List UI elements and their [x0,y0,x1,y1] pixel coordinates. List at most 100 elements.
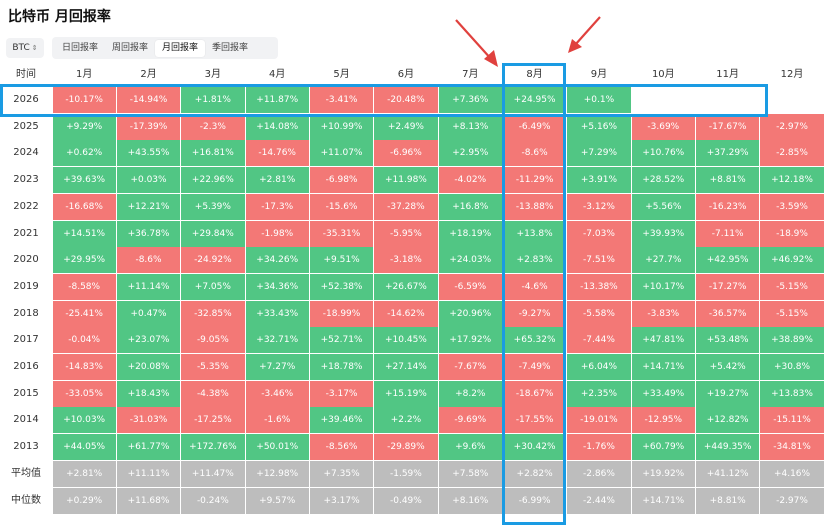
year-label: 2020 [13,254,39,266]
return-cell: +18.19% [438,220,502,247]
return-cell: +7.36% [438,87,502,113]
return-cell: +13.8% [502,220,567,247]
return-cell: +38.89% [760,327,824,354]
return-cell: -9.69% [438,407,502,434]
return-cell: +61.77% [116,434,181,461]
return-cell: +20.96% [438,300,502,327]
year-label: 2023 [13,174,39,186]
return-cell: +22.96% [181,167,245,194]
return-cell: +10.17% [631,273,695,300]
return-cell: -25.41% [52,300,116,327]
return-cell: -5.15% [760,300,824,327]
return-cell: -17.25% [181,407,245,434]
tab-weekly[interactable]: 周回报率 [112,42,149,53]
return-cell: +11.14% [116,273,181,300]
return-cell: -32.85% [181,300,245,327]
table-row: 2017 -0.04% +23.07% -9.05% +32.71% +52.71% +10… [0,327,829,354]
return-cell: -2.97% [760,113,824,140]
return-cell: -6.98% [309,167,374,194]
return-cell: +16.8% [438,193,502,220]
year-label: 2026 [13,94,39,105]
stat-cell: +2.82% [502,460,567,487]
return-cell: -15.6% [309,193,374,220]
return-cell: -17.3% [245,193,309,220]
return-cell: +26.67% [374,273,438,300]
return-cell: -9.05% [181,327,245,354]
return-cell: +2.2% [374,407,438,434]
month-header: 12月 [780,69,804,80]
tab-quarterly[interactable]: 季回报率 [212,42,249,53]
return-cell: +2.35% [567,380,631,407]
return-cell: +27.14% [374,354,438,380]
return-cell: +33.49% [631,380,695,407]
return-cell: -7.44% [567,327,631,354]
return-cell [696,87,760,113]
return-cell: +14.51% [52,220,116,247]
return-cell: -31.03% [116,407,181,434]
return-cell: +12.18% [760,167,824,194]
return-cell: -7.49% [502,354,567,380]
stat-cell: -0.49% [374,487,438,514]
return-cell: -3.17% [309,380,374,407]
arrow-left-icon [455,19,498,67]
return-cell: -6.59% [438,273,502,300]
return-cell: +18.78% [309,354,374,380]
return-cell: +20.08% [116,354,181,380]
stat-label: 平均值 [11,467,41,479]
return-cell: -7.51% [567,247,631,274]
return-cell: +39.93% [631,220,695,247]
return-cell: -11.29% [502,167,567,194]
return-cell: -17.27% [696,273,760,300]
month-header: 5月 [333,69,350,80]
return-cell: +11.98% [374,167,438,194]
return-cell: +29.95% [52,247,116,274]
return-cell: +24.95% [502,87,567,113]
return-cell: +8.2% [438,380,502,407]
return-cell: +17.92% [438,327,502,354]
return-cell: -6.96% [374,140,438,167]
return-cell: +33.43% [245,300,309,327]
year-label: 2014 [13,414,39,426]
table-row: 2023 +39.63% +0.03% +22.96% +2.81% -6.98% +11.… [0,167,829,194]
return-cell: +5.16% [567,113,631,140]
year-label: 2016 [13,361,39,372]
corner-label: 时间 [16,69,36,80]
return-cell: +8.81% [696,167,760,194]
return-cell: +0.47% [116,300,181,327]
table-row: 2019 -8.58% +11.14% +7.05% +34.36% +52.38% +26… [0,273,829,300]
return-cell: -0.04% [52,327,116,354]
return-cell: +14.08% [245,113,309,140]
month-header: 8月 [526,69,543,80]
table-row: 2013 +44.05% +61.77% +172.76% +50.01% -8.56% -… [0,434,829,461]
table-row: 2021 +14.51% +36.78% +29.84% -1.98% -35.31% -5… [0,220,829,247]
return-cell: +24.03% [438,247,502,274]
chevron-updown-icon: ⇕ [31,43,38,52]
year-label: 2022 [13,200,39,212]
return-cell: -3.69% [631,113,695,140]
year-label: 2018 [13,307,39,319]
table-row: 2016 -14.83% +20.08% -5.35% +7.27% +18.78% +27… [0,354,829,380]
month-header: 10月 [651,69,675,80]
return-cell: +5.56% [631,193,695,220]
table-row: 2024 +0.62% +43.55% +16.81% -14.76% +11.07% -6… [0,140,829,167]
month-header: 11月 [716,69,740,80]
return-cell: +37.29% [696,140,760,167]
return-cell: +8.13% [438,113,502,140]
return-cell: +2.83% [502,247,567,274]
return-cell: +11.07% [309,140,374,167]
return-cell: -12.95% [631,407,695,434]
stat-cell: +2.81% [52,460,116,487]
stat-cell: -2.44% [567,487,631,514]
tab-monthly[interactable]: 月回报率 [155,39,206,57]
table-row: 2014 +10.03% -31.03% -17.25% -1.6% +39.46% +2.… [0,407,829,434]
asset-select[interactable]: BTC ⇕ [6,38,44,58]
stat-cell: +8.16% [438,487,502,514]
return-cell: +15.19% [374,380,438,407]
return-cell: -20.48% [374,87,438,113]
return-cell: -14.94% [116,87,181,113]
year-label: 2019 [13,280,39,292]
return-cell: -14.62% [374,300,438,327]
tab-daily[interactable]: 日回报率 [62,42,99,53]
return-cell: -18.9% [760,220,824,247]
return-cell: -3.83% [631,300,695,327]
